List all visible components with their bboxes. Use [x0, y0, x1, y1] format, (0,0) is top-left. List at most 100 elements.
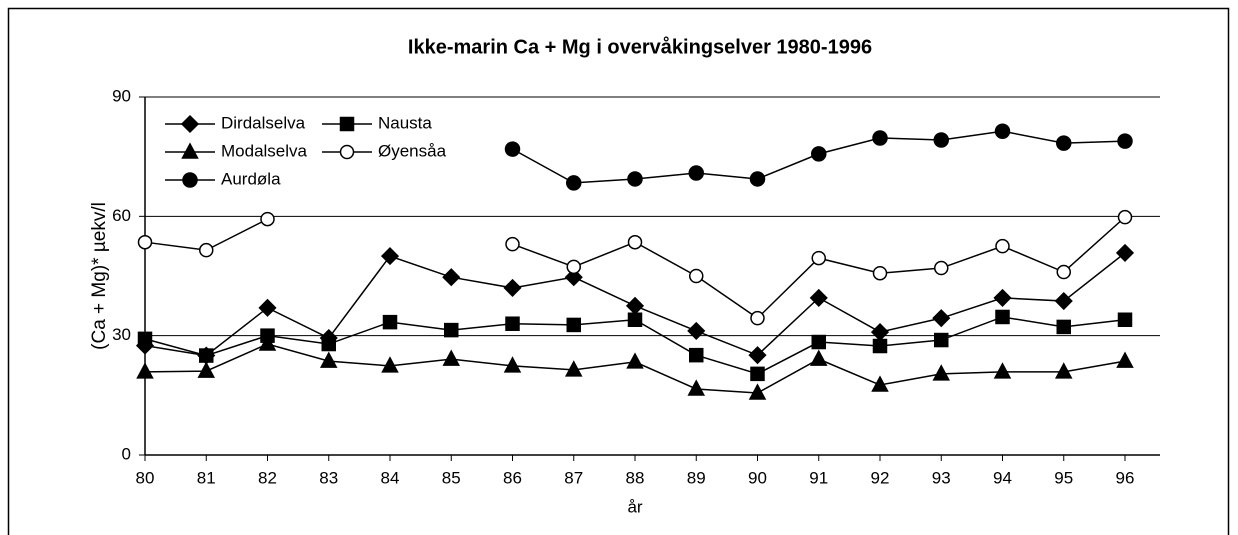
marker-circle [994, 123, 1011, 139]
y-tick-label: 0 [122, 444, 131, 463]
marker-triangle [1116, 351, 1134, 368]
marker-diamond [564, 268, 583, 287]
marker-triangle [197, 361, 216, 378]
marker-open-circle [995, 238, 1010, 254]
marker-square [934, 332, 949, 348]
legend-label: Modalselva [221, 141, 308, 160]
marker-open-circle [1056, 264, 1071, 280]
x-tick-label: 87 [564, 468, 583, 487]
marker-diamond [258, 298, 277, 317]
marker-triangle [809, 349, 828, 366]
marker-triangle [258, 334, 277, 351]
marker-triangle [381, 356, 399, 373]
marker-triangle [748, 383, 767, 400]
marker-diamond [809, 288, 828, 307]
y-axis-label: (Ca + Mg)* µekv/l [89, 202, 110, 350]
marker-open-circle [505, 236, 520, 252]
marker-square [872, 338, 888, 354]
legend-label: Aurdøla [221, 169, 281, 188]
marker-diamond [993, 288, 1012, 307]
marker-open-circle [199, 242, 214, 258]
x-tick-label: 84 [381, 468, 400, 487]
marker-open-circle [627, 234, 643, 250]
marker-open-circle [260, 211, 275, 227]
marker-circle [933, 132, 949, 148]
marker-square [627, 312, 643, 328]
marker-diamond [687, 321, 706, 340]
marker-circle [688, 165, 704, 181]
marker-triangle [687, 379, 706, 396]
marker-triangle [503, 356, 522, 373]
marker-square [689, 347, 704, 363]
marker-diamond [932, 309, 951, 328]
legend-label: Øyensåa [378, 141, 447, 160]
legend-label: Nausta [378, 113, 432, 132]
marker-square [321, 336, 336, 352]
x-tick-label: 93 [932, 468, 951, 487]
y-tick-label: 90 [112, 86, 131, 105]
marker-square [137, 331, 153, 347]
marker-diamond [870, 323, 890, 342]
marker-triangle [1054, 362, 1073, 379]
marker-triangle [319, 351, 338, 368]
x-tick-label: 83 [319, 468, 338, 487]
legend-marker [182, 172, 198, 188]
marker-circle [872, 130, 888, 146]
marker-diamond [442, 268, 461, 287]
marker-square [1117, 312, 1133, 328]
marker-circle [811, 146, 827, 162]
marker-open-circle [750, 310, 765, 326]
x-tick-label: 94 [993, 468, 1012, 487]
marker-diamond [1054, 291, 1073, 311]
marker-diamond [503, 278, 522, 297]
marker-open-circle [811, 250, 826, 266]
x-tick-label: 88 [626, 468, 645, 487]
x-tick-label: 91 [809, 468, 828, 487]
marker-triangle [932, 364, 951, 381]
x-tick-label: 85 [442, 468, 461, 487]
marker-circle [1056, 135, 1072, 151]
y-tick-label: 60 [112, 206, 131, 225]
x-tick-label: 82 [258, 468, 277, 487]
marker-square [1056, 319, 1071, 335]
marker-circle [1117, 133, 1133, 149]
marker-square [995, 309, 1010, 325]
marker-square [444, 322, 459, 338]
x-tick-label: 81 [197, 468, 216, 487]
legend-marker [181, 142, 199, 159]
marker-triangle [993, 362, 1012, 379]
marker-triangle [564, 360, 583, 377]
marker-square [566, 317, 581, 333]
x-tick-label: 86 [503, 468, 522, 487]
marker-open-circle [872, 265, 888, 281]
marker-square [811, 334, 826, 350]
legend-marker [180, 114, 200, 134]
x-tick-label: 95 [1054, 468, 1073, 487]
marker-square [199, 348, 214, 363]
marker-diamond [380, 247, 400, 266]
marker-diamond [625, 296, 645, 315]
x-axis-label: år [627, 497, 642, 516]
chart-title: Ikke-marin Ca + Mg i overvåkingselver 19… [408, 35, 872, 58]
legend-label: Dirdalselva [221, 113, 306, 132]
marker-open-circle [689, 268, 704, 284]
marker-triangle [442, 349, 461, 366]
x-tick-label: 89 [687, 468, 706, 487]
marker-open-circle [566, 259, 581, 275]
marker-square [382, 314, 398, 330]
chart-border [7, 7, 1230, 535]
marker-diamond [748, 346, 767, 365]
marker-circle [566, 175, 582, 191]
legend-marker [339, 116, 355, 132]
marker-circle [749, 171, 766, 187]
marker-triangle [871, 375, 889, 392]
legend-marker [339, 144, 355, 160]
y-tick-label: 30 [112, 325, 131, 344]
marker-circle [627, 171, 643, 187]
marker-circle [504, 141, 521, 157]
marker-square [505, 316, 520, 331]
marker-diamond [1115, 243, 1135, 262]
marker-square [750, 366, 765, 382]
marker-open-circle [1117, 209, 1133, 225]
